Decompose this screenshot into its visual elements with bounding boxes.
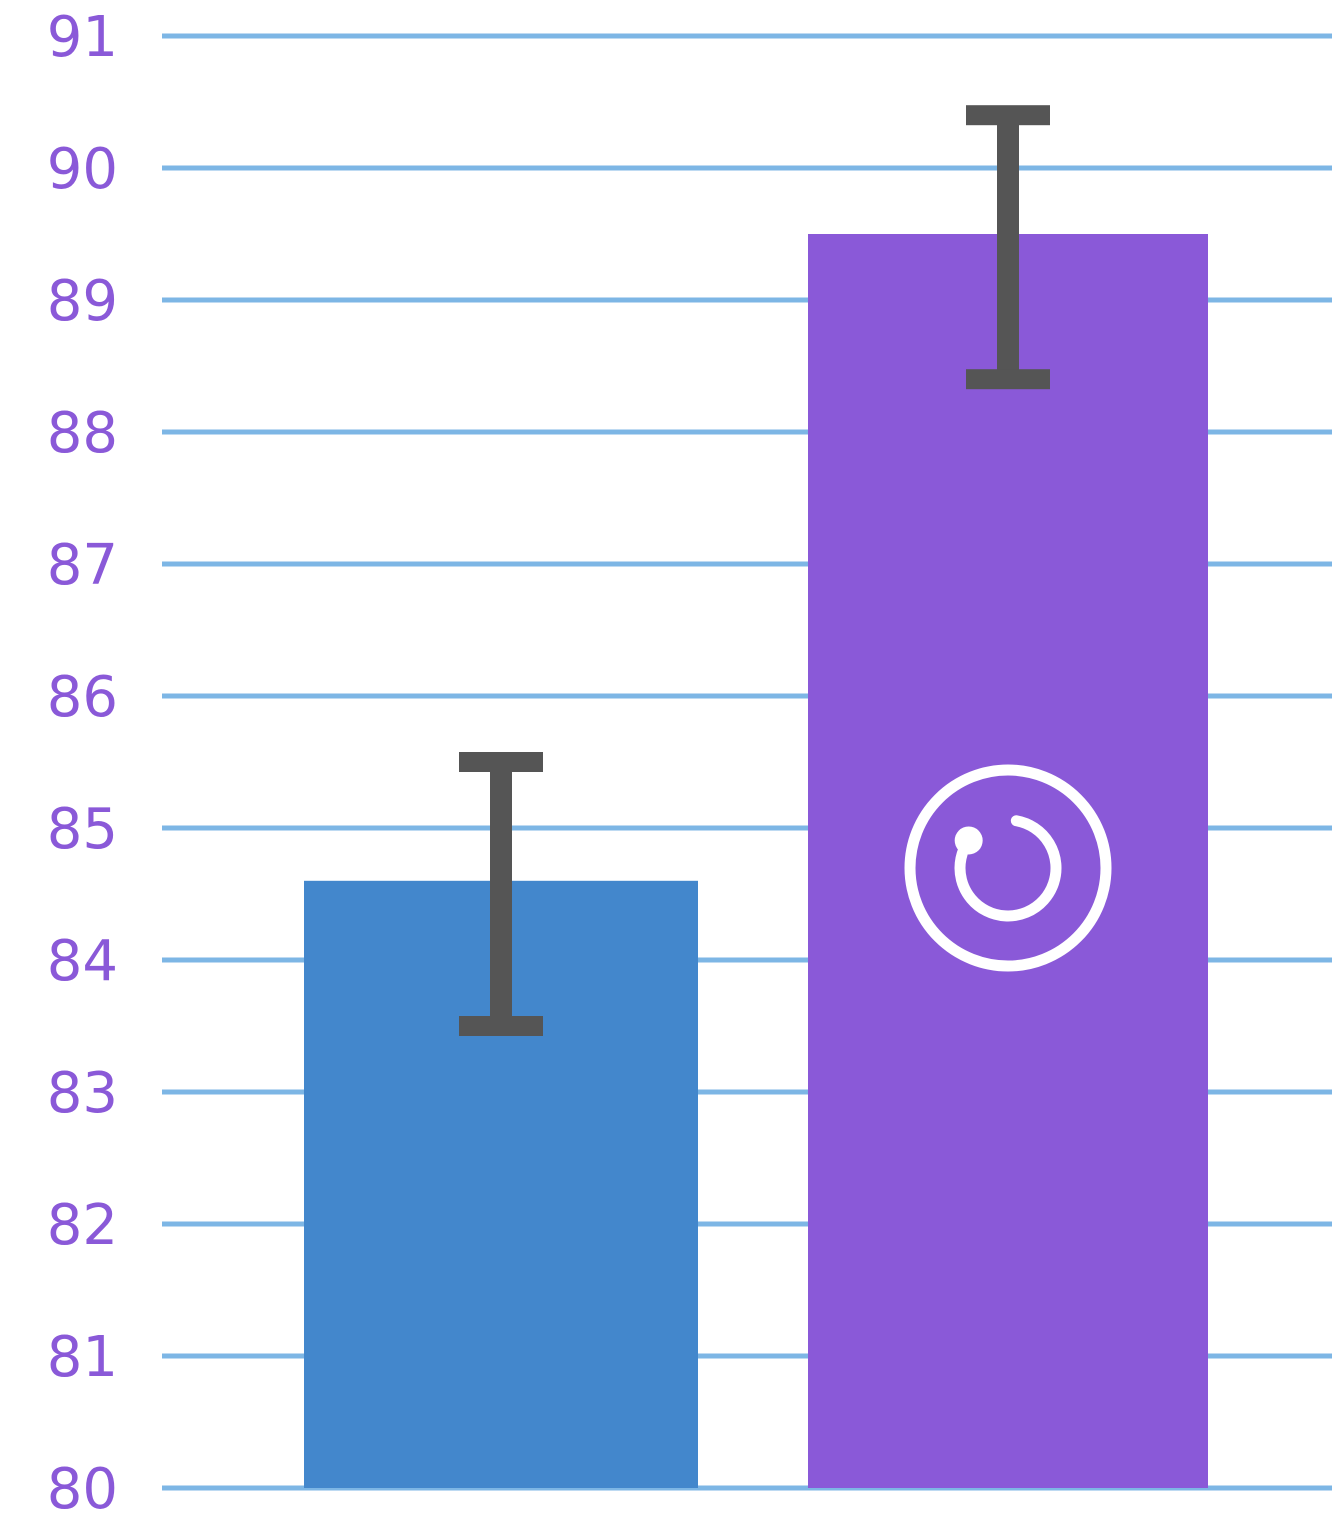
bar xyxy=(808,234,1208,1488)
y-tick-label: 86 xyxy=(47,665,118,730)
error-bars xyxy=(459,105,1050,1036)
error-bar-cap-bottom xyxy=(966,369,1050,390)
error-bar xyxy=(966,105,1050,390)
bar-icons xyxy=(904,764,1112,972)
y-tick-label: 90 xyxy=(47,137,118,202)
bars xyxy=(304,234,1208,1488)
y-tick-label: 89 xyxy=(47,269,118,334)
y-tick-label: 81 xyxy=(47,1325,118,1390)
icon-inner-arc xyxy=(954,815,1062,922)
y-axis-tick-labels: 80 81 82 83 84 85 86 87 88 89 90 91 xyxy=(47,5,118,1517)
y-tick-label: 80 xyxy=(47,1457,118,1517)
y-tick-label: 88 xyxy=(47,401,118,466)
icon-outer-ring xyxy=(904,764,1112,972)
error-bar-cap-top xyxy=(966,105,1050,126)
error-bar-cap-top xyxy=(459,752,543,772)
y-tick-label: 85 xyxy=(47,797,118,862)
error-bar-stem xyxy=(997,115,1019,380)
icon-arc-dot xyxy=(954,826,983,855)
y-tick-label: 87 xyxy=(47,533,118,598)
error-bar xyxy=(459,752,543,1036)
y-tick-label: 84 xyxy=(47,929,118,994)
refresh-circle-icon xyxy=(904,764,1112,972)
y-tick-label: 91 xyxy=(47,5,118,70)
y-tick-label: 83 xyxy=(47,1061,118,1126)
y-tick-label: 82 xyxy=(47,1193,118,1258)
error-bar-stem xyxy=(490,762,512,1026)
error-bar-cap-bottom xyxy=(459,1016,543,1036)
